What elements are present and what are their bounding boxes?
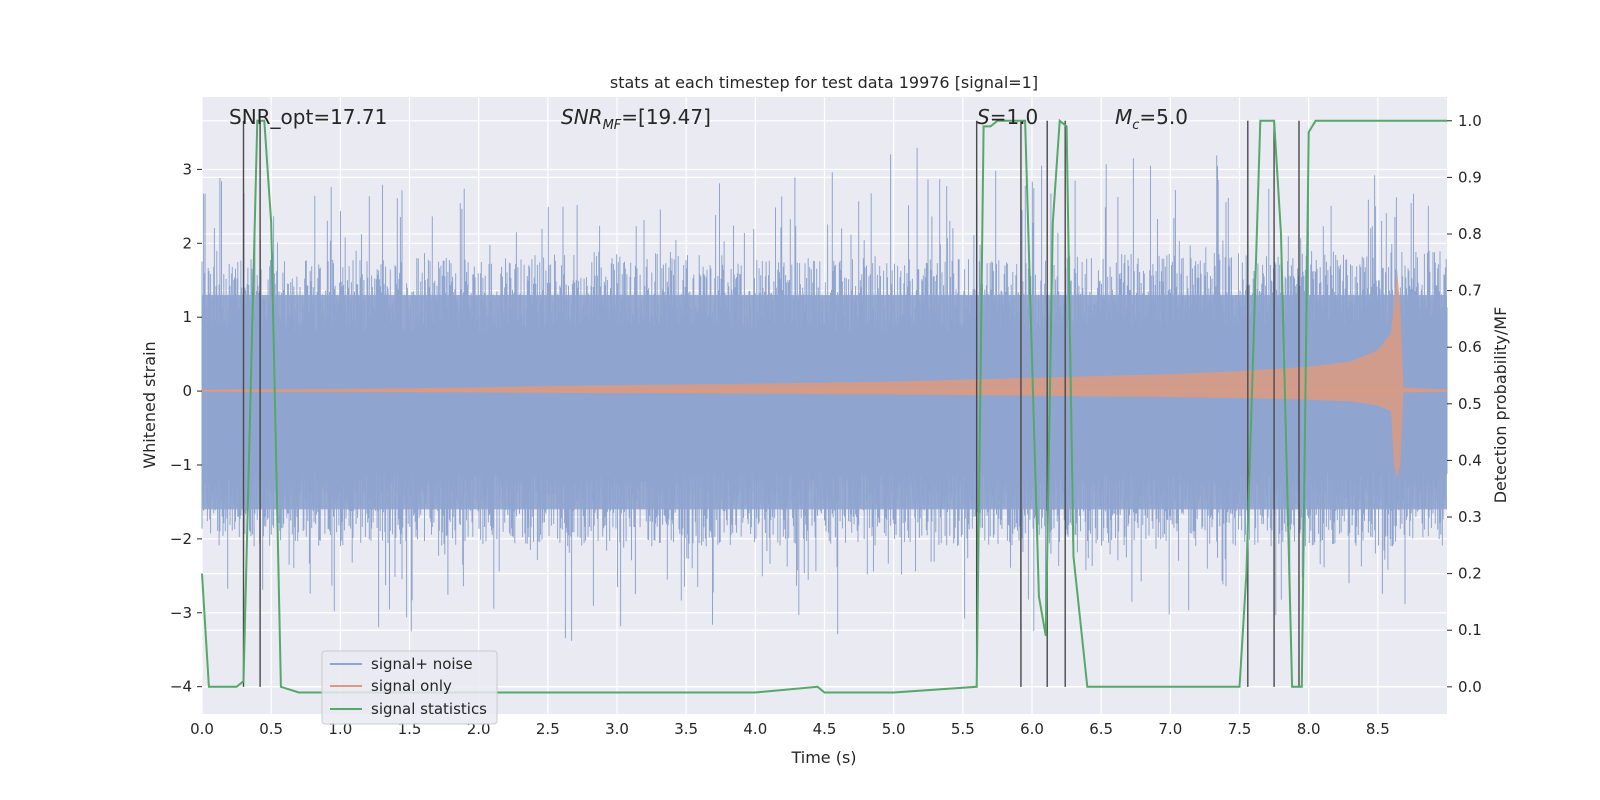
- right-tick-label: 0.1: [1458, 621, 1482, 639]
- x-tick-label: 6.5: [1089, 720, 1113, 738]
- right-tick-label: 0.3: [1458, 508, 1482, 526]
- right-tick-label: 0.6: [1458, 338, 1482, 356]
- statistics-series: [201, 118, 1447, 694]
- signal-series: [202, 269, 1447, 478]
- right-tick-label: 0.4: [1458, 451, 1482, 469]
- snr-opt-annotation: SNR_opt=17.71: [229, 105, 387, 129]
- x-tick-label: 8.5: [1366, 720, 1390, 738]
- y-tick-label: −1: [170, 456, 192, 474]
- mc-annotation: Mc=5.0: [1115, 105, 1188, 133]
- x-tick-label: 4.5: [813, 720, 837, 738]
- right-tick-label: 0.9: [1458, 168, 1482, 186]
- x-tick-label: 0.5: [259, 720, 283, 738]
- right-tick-label: 0.0: [1458, 678, 1482, 696]
- right-axis-ticks: 1.0 0.9 0.8 0.7 0.6 0.5 0.4 0.3 0.2 0.1 0.0: [1447, 112, 1482, 696]
- right-axis-label: Detection probability/MF: [1491, 307, 1510, 504]
- y-tick-label: 2: [182, 234, 192, 252]
- legend-label-statistics: signal statistics: [371, 700, 487, 718]
- s-annotation: S=1.0: [977, 105, 1038, 129]
- y-axis-ticks: 3 2 1 0 −1 −2 −3 −4: [170, 160, 202, 696]
- x-axis-label: Time (s): [790, 748, 856, 767]
- chart-title: stats at each timestep for test data 199…: [610, 73, 1038, 92]
- right-tick-label: 0.8: [1458, 225, 1482, 243]
- y-tick-label: −4: [170, 678, 192, 696]
- x-tick-label: 2.5: [536, 720, 560, 738]
- noise-series: [201, 147, 1448, 641]
- x-tick-label: 7.5: [1228, 720, 1252, 738]
- y-tick-label: 0: [182, 382, 192, 400]
- x-tick-label: 3.5: [674, 720, 698, 738]
- right-tick-label: 0.5: [1458, 395, 1482, 413]
- legend-box: [321, 650, 498, 725]
- x-tick-label: 5.5: [951, 720, 975, 738]
- y-tick-label: 1: [182, 308, 192, 326]
- x-tick-label: 0.0: [190, 720, 214, 738]
- signal-envelope: [202, 269, 1447, 478]
- x-tick-label: 5.0: [882, 720, 906, 738]
- right-tick-label: 0.2: [1458, 565, 1482, 583]
- legend: signal+ noise signal only signal statist…: [321, 650, 498, 725]
- legend-label-noise: signal+ noise: [371, 655, 473, 673]
- x-tick-label: 3.0: [605, 720, 629, 738]
- y-tick-label: −3: [170, 604, 192, 622]
- statistics-line: [201, 118, 1447, 694]
- x-tick-label: 6.0: [1020, 720, 1044, 738]
- y-tick-label: 3: [182, 160, 192, 178]
- right-tick-label: 1.0: [1458, 112, 1482, 130]
- x-tick-label: 4.0: [743, 720, 767, 738]
- y-tick-label: −2: [170, 530, 192, 548]
- right-tick-label: 0.7: [1458, 282, 1482, 300]
- y-axis-label: Whitened strain: [140, 341, 159, 468]
- legend-label-signal: signal only: [371, 677, 452, 695]
- x-tick-label: 7.0: [1158, 720, 1182, 738]
- x-tick-label: 8.0: [1297, 720, 1321, 738]
- snr-mf-annotation: SNRMF=[19.47]: [561, 105, 711, 133]
